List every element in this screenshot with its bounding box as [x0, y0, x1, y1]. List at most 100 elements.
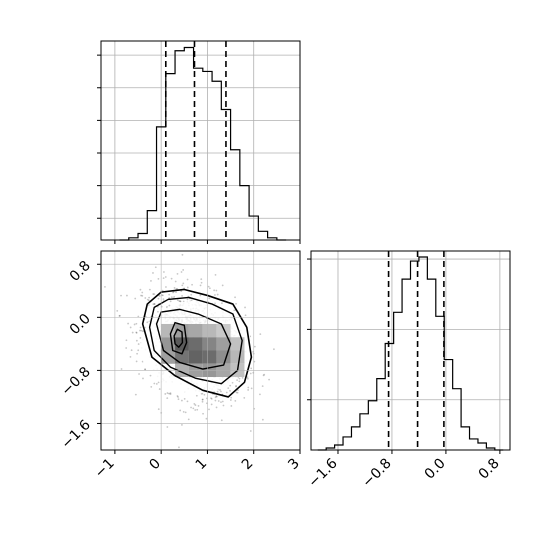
- scatter-point: [249, 430, 252, 432]
- histogram-step-line: [119, 46, 287, 241]
- x-tick-label: −1: [92, 456, 118, 482]
- y-tick-label: 0.8: [67, 258, 94, 285]
- scatter-point: [97, 310, 99, 312]
- scatter-point: [193, 402, 196, 405]
- scatter-point: [238, 380, 241, 383]
- scatter-point: [140, 294, 142, 297]
- x-tick-label: 0.0: [422, 456, 449, 483]
- density-cell: [202, 337, 217, 351]
- y-tick-label: 0.0: [67, 311, 94, 338]
- scatter-point: [195, 394, 198, 397]
- scatter-point: [139, 329, 141, 332]
- scatter-point: [157, 297, 160, 300]
- scatter-point: [175, 291, 177, 294]
- scatter-point: [163, 271, 165, 273]
- scatter-point: [194, 409, 197, 411]
- scatter-point: [182, 282, 185, 285]
- scatter-point: [247, 386, 250, 389]
- scatter-point: [214, 396, 217, 399]
- scatter-point: [181, 284, 184, 287]
- scatter-point: [220, 419, 223, 422]
- density-cell: [188, 350, 203, 364]
- scatter-point: [244, 306, 246, 309]
- scatter-point: [139, 337, 142, 339]
- scatter-point: [138, 373, 140, 375]
- panel-frame: [100, 250, 301, 451]
- scatter-point: [182, 269, 185, 271]
- scatter-point: [125, 347, 128, 349]
- scatter-point: [152, 272, 154, 274]
- scatter-point: [157, 408, 160, 411]
- scatter-point: [186, 400, 189, 403]
- scatter-point: [234, 399, 237, 402]
- scatter-point: [135, 339, 138, 342]
- scatter-point: [104, 285, 106, 288]
- scatter-point: [214, 294, 216, 296]
- scatter-point: [250, 387, 253, 390]
- density-contour: [155, 308, 232, 370]
- scatter-point: [244, 314, 247, 317]
- scatter-point: [169, 393, 172, 396]
- scatter-point: [182, 411, 185, 413]
- scatter-point: [233, 309, 236, 312]
- scatter-point: [236, 391, 239, 394]
- scatter-point: [190, 299, 193, 302]
- x-tick-label: 0.8: [476, 456, 503, 483]
- scatter-point: [221, 284, 224, 287]
- scatter-point: [229, 389, 231, 392]
- scatter-point: [133, 323, 136, 326]
- scatter-point: [238, 377, 241, 380]
- scatter-point: [184, 411, 187, 414]
- y-tick-label: −1.6: [58, 417, 93, 452]
- scatter-point: [135, 360, 138, 363]
- scatter-point: [200, 278, 203, 281]
- scatter-point: [200, 281, 203, 284]
- scatter-point: [217, 400, 220, 402]
- scatter-point: [208, 408, 210, 411]
- panel-frame: [310, 250, 511, 451]
- scatter-point: [235, 302, 237, 305]
- scatter-point: [142, 330, 144, 333]
- scatter-point: [259, 393, 261, 396]
- scatter-point: [141, 291, 144, 294]
- scatter-point: [261, 418, 264, 421]
- scatter-point: [183, 397, 186, 400]
- scatter-point: [216, 293, 219, 296]
- scatter-point: [215, 395, 218, 397]
- scatter-point: [235, 384, 237, 387]
- scatter-point: [214, 273, 217, 276]
- scatter-point: [176, 288, 179, 290]
- scatter-point: [153, 303, 156, 306]
- scatter-point: [219, 389, 221, 391]
- scatter-point: [234, 296, 236, 299]
- scatter-point: [129, 326, 132, 329]
- density-cell: [188, 337, 203, 351]
- scatter-point: [220, 390, 222, 393]
- scatter-point: [214, 399, 217, 402]
- scatter-point: [154, 266, 157, 269]
- scatter-point: [131, 331, 134, 334]
- scatter-point: [247, 389, 250, 391]
- scatter-point: [179, 409, 182, 412]
- scatter-point: [191, 283, 193, 286]
- scatter-point: [216, 390, 219, 393]
- scatter-point: [230, 396, 233, 399]
- scatter-point: [158, 295, 161, 297]
- scatter-point: [179, 300, 182, 303]
- scatter-point: [202, 412, 204, 415]
- scatter-point: [199, 284, 202, 287]
- scatter-point: [153, 302, 156, 305]
- scatter-point: [273, 348, 275, 351]
- scatter-point: [180, 399, 183, 402]
- scatter-point: [137, 349, 140, 352]
- scatter-point: [170, 277, 173, 280]
- scatter-point: [130, 349, 133, 352]
- scatter-point: [164, 393, 167, 395]
- scatter-point: [155, 383, 158, 385]
- scatter-point: [249, 372, 252, 375]
- scatter-point: [165, 286, 167, 288]
- scatter-point: [210, 403, 213, 406]
- scatter-point: [166, 392, 169, 394]
- scatter-point: [173, 287, 176, 289]
- scatter-point: [246, 376, 249, 378]
